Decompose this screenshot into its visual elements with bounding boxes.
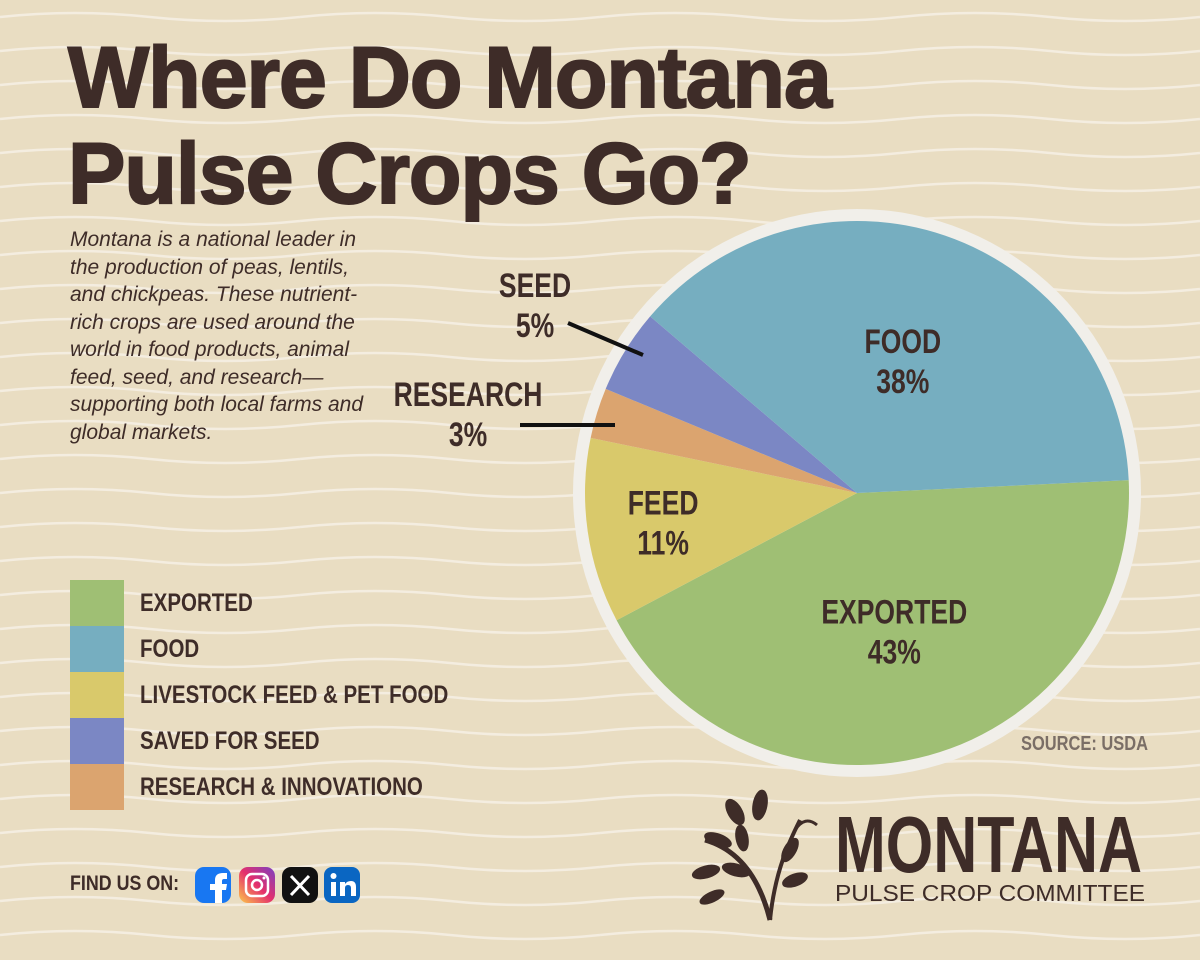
pie-slice <box>616 480 1129 765</box>
legend-item: LIVESTOCK FEED & PET FOOD <box>70 672 516 718</box>
legend-item: EXPORTED <box>70 580 516 626</box>
slice-label: SEED <box>499 267 571 305</box>
pie-slice <box>585 437 857 621</box>
slice-label: FOOD <box>865 323 942 361</box>
description: Montana is a national leader in the prod… <box>70 228 364 444</box>
pie-slice <box>650 221 1129 494</box>
legend-swatch <box>70 764 124 810</box>
logo <box>691 789 818 921</box>
pie-slice <box>590 388 857 493</box>
slice-value-label: 5% <box>516 307 554 345</box>
instagram-icon[interactable] <box>239 867 275 903</box>
x-icon[interactable] <box>282 867 318 903</box>
legend-swatch <box>70 718 124 764</box>
facebook-icon[interactable] <box>195 867 231 903</box>
slice-value-label: 3% <box>449 416 487 454</box>
slice-value-label: 43% <box>868 633 921 671</box>
pie-slice <box>605 316 857 493</box>
find-us-label: FIND US ON: <box>70 872 180 895</box>
slice-label: FEED <box>628 485 699 523</box>
logo-name: MONTANA <box>835 800 1142 889</box>
legend-label: EXPORTED <box>140 588 253 617</box>
title: Where Do Montana Pulse Crops Go? <box>67 29 833 223</box>
legend-item: SAVED FOR SEED <box>70 718 516 764</box>
legend-swatch <box>70 626 124 672</box>
slice-label: EXPORTED <box>821 593 967 631</box>
legend-swatch <box>70 580 124 626</box>
legend-label: SAVED FOR SEED <box>140 726 320 755</box>
legend-label: LIVESTOCK FEED & PET FOOD <box>140 680 449 709</box>
logo-subtitle: PULSE CROP COMMITTEE <box>835 880 1145 906</box>
source: SOURCE: USDA <box>1021 733 1148 755</box>
legend-swatch <box>70 672 124 718</box>
leader-line <box>567 321 644 357</box>
legend-label: RESEARCH & INNOVATIONO <box>140 772 423 801</box>
legend-item: FOOD <box>70 626 516 672</box>
linkedin-icon[interactable] <box>324 867 360 903</box>
slice-value-label: 11% <box>637 525 689 563</box>
social-icons <box>195 867 360 903</box>
legend-item: RESEARCH & INNOVATIONO <box>70 764 516 810</box>
slice-label: RESEARCH <box>394 376 543 414</box>
legend: EXPORTED FOOD LIVESTOCK FEED & PET FOOD SAV… <box>70 580 516 810</box>
legend-label: FOOD <box>140 634 200 663</box>
slice-value-label: 38% <box>876 363 929 401</box>
